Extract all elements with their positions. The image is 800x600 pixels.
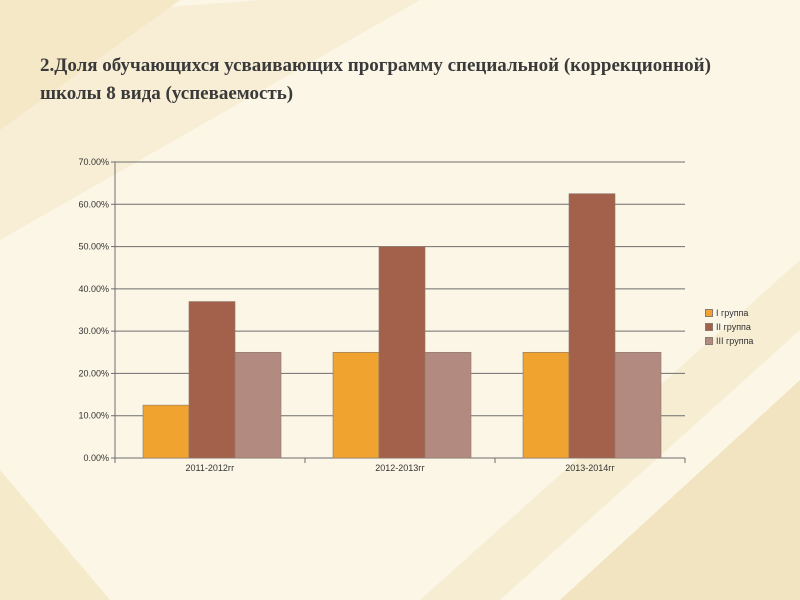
bar bbox=[234, 351, 282, 459]
slide-title: 2.Доля обучающихся усваивающих программу… bbox=[40, 55, 711, 104]
x-tick-label: 2011-2012гг bbox=[186, 463, 236, 473]
y-tick-label: 70.00% bbox=[78, 157, 109, 167]
legend-item: III группа bbox=[705, 334, 753, 348]
legend-label: II группа bbox=[716, 322, 751, 332]
legend-label: I группа bbox=[716, 308, 749, 318]
bar bbox=[378, 246, 426, 459]
bar bbox=[142, 404, 190, 459]
y-tick-label: 60.00% bbox=[78, 199, 109, 209]
y-tick-label: 30.00% bbox=[78, 326, 109, 336]
bar bbox=[522, 351, 570, 459]
chart-legend: I группа II группа III группа bbox=[705, 306, 753, 348]
bar bbox=[614, 351, 662, 459]
legend-swatch bbox=[705, 323, 713, 331]
y-tick-label: 20.00% bbox=[78, 368, 109, 378]
y-tick-label: 0.00% bbox=[83, 453, 109, 463]
x-tick-label: 2012-2013гг bbox=[375, 463, 425, 473]
legend-swatch bbox=[705, 309, 713, 317]
x-tick-label: 2013-2014гг bbox=[565, 463, 615, 473]
legend-label: III группа bbox=[716, 336, 754, 346]
legend-item: II группа bbox=[705, 320, 753, 334]
legend-item: I группа bbox=[705, 306, 753, 320]
bar bbox=[332, 351, 380, 459]
bar bbox=[188, 301, 236, 459]
bar bbox=[424, 351, 472, 459]
y-tick-label: 10.00% bbox=[78, 411, 109, 421]
y-tick-label: 40.00% bbox=[78, 284, 109, 294]
bar bbox=[568, 193, 616, 459]
legend-swatch bbox=[705, 337, 713, 345]
y-tick-label: 50.00% bbox=[78, 242, 109, 252]
